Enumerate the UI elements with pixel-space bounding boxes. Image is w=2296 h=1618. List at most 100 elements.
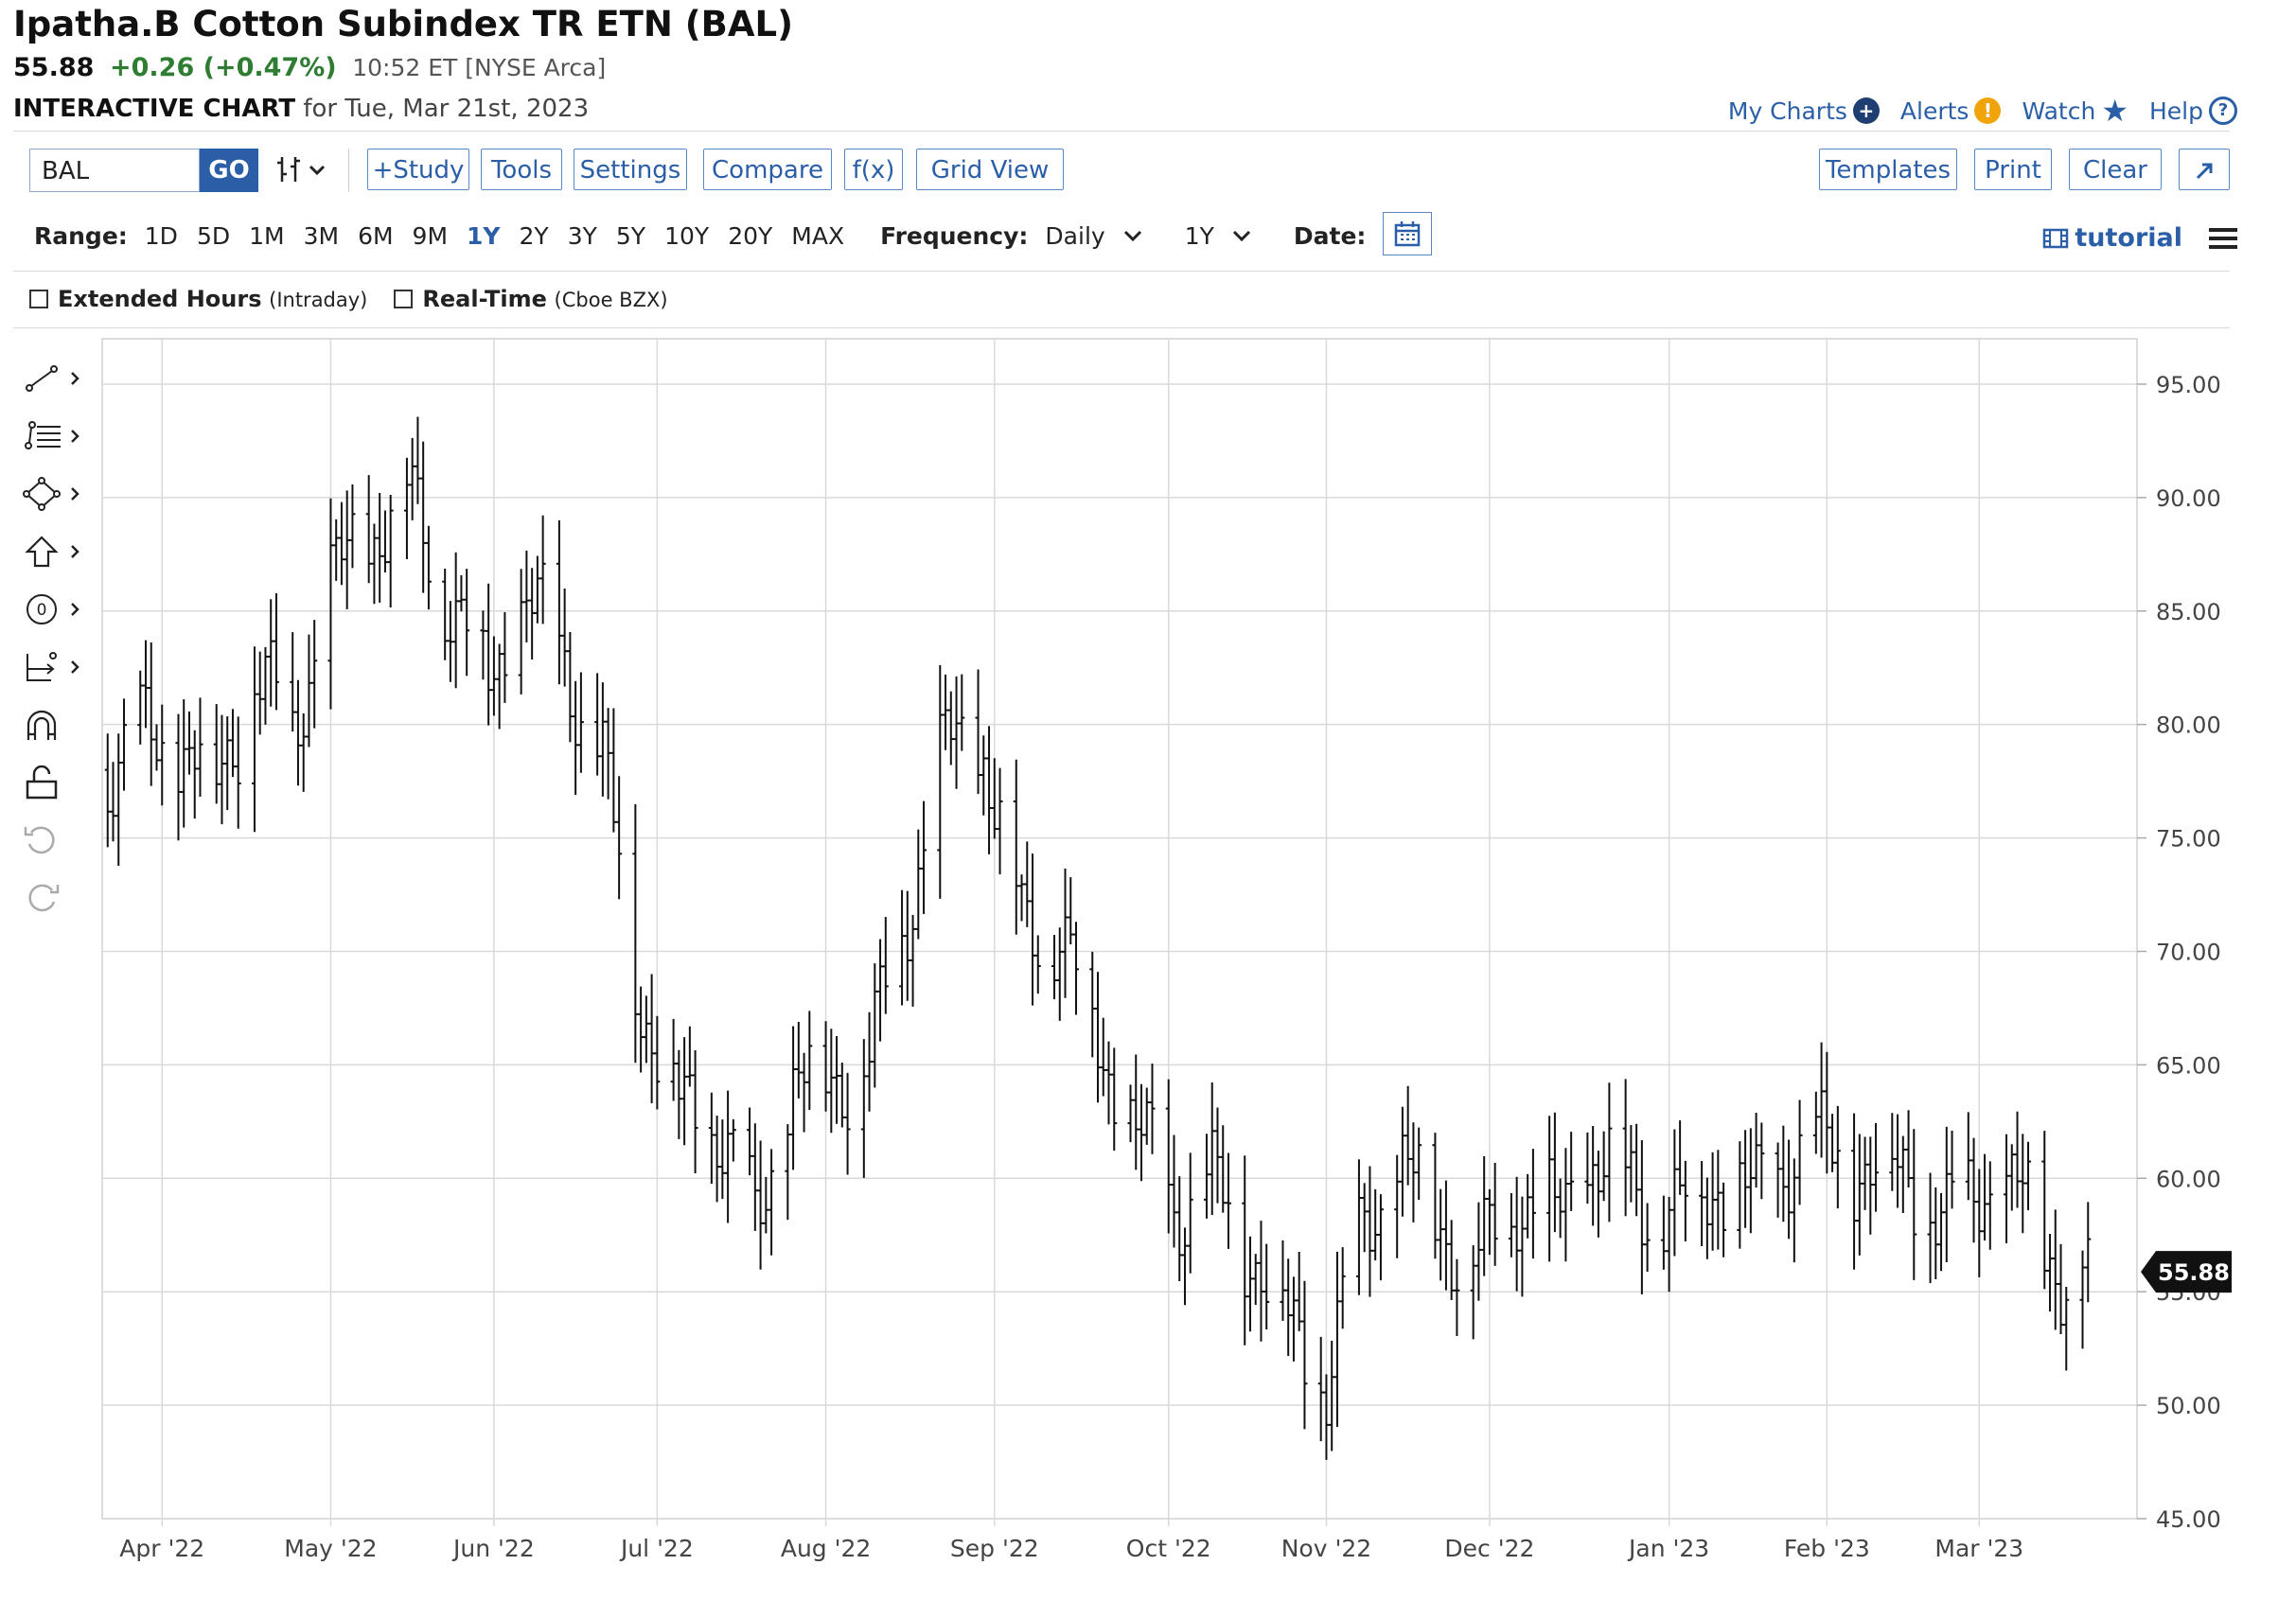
print-button[interactable]: Print <box>1974 149 2052 190</box>
magnet-button[interactable] <box>23 706 79 744</box>
range-5d[interactable]: 5D <box>196 221 231 250</box>
range-1m[interactable]: 1M <box>249 221 285 250</box>
film-icon <box>2043 228 2069 248</box>
svg-text:0: 0 <box>37 601 47 620</box>
ohlc-bar <box>1181 1227 1188 1306</box>
bar-type-selector[interactable] <box>274 153 331 189</box>
ohlc-bar <box>567 631 574 743</box>
alerts-label: Alerts <box>1899 97 1969 125</box>
extended-hours-label: Extended Hours <box>58 286 262 312</box>
ohlc-bar <box>828 1029 835 1134</box>
range-9m[interactable]: 9M <box>412 221 449 250</box>
line-tool-button[interactable] <box>23 360 79 397</box>
ohlc-bar <box>1557 1178 1563 1239</box>
ohlc-bar <box>480 610 486 680</box>
clear-button[interactable]: Clear <box>2069 149 2162 190</box>
go-button[interactable]: GO <box>200 149 258 192</box>
ohlc-bar <box>573 680 579 796</box>
lock-button[interactable] <box>23 764 79 801</box>
ohlc-bar <box>577 672 584 773</box>
my-charts-link[interactable]: My Charts + <box>1728 97 1880 125</box>
range-bar: Range: 1D 5D 1M 3M 6M 9M 1Y 2Y 3Y 5Y 10Y 20Y MAX Fre… <box>34 212 1433 255</box>
ohlc-bar <box>599 682 606 797</box>
range-max[interactable]: MAX <box>791 221 845 250</box>
ohlc-bar <box>610 708 617 833</box>
settings-button[interactable]: Settings <box>574 149 687 190</box>
grid-view-button[interactable]: Grid View <box>916 149 1064 190</box>
ohlc-bar <box>1606 1082 1613 1222</box>
annotation-tool-button[interactable]: 0 <box>23 590 79 628</box>
ohlc-bar <box>1671 1129 1678 1257</box>
ohlc-bar <box>1068 877 1074 945</box>
range-3y[interactable]: 3Y <box>567 221 597 250</box>
ohlc-bar <box>556 519 562 685</box>
ohlc-bar <box>953 676 960 789</box>
shape-tool-button[interactable] <box>23 475 79 513</box>
ohlc-bar <box>643 995 649 1064</box>
ohlc-bar <box>921 800 927 915</box>
ohlc-bar <box>1644 1203 1651 1272</box>
tools-button[interactable]: Tools <box>481 149 562 190</box>
price-chart[interactable]: 45.0050.0055.0060.0065.0070.0075.0080.00… <box>0 331 2296 1618</box>
templates-button[interactable]: Templates <box>1819 149 1957 190</box>
expand-button[interactable] <box>2179 149 2230 190</box>
ohlc-bar <box>605 708 611 800</box>
range-3m[interactable]: 3M <box>303 221 340 250</box>
tutorial-link[interactable]: tutorial <box>2042 223 2182 253</box>
ohlc-bar <box>1438 1188 1444 1281</box>
range-1d[interactable]: 1D <box>144 221 178 250</box>
ohlc-bar <box>1296 1252 1302 1331</box>
ohlc-bar <box>947 691 954 765</box>
fibonacci-tool-button[interactable] <box>23 417 79 455</box>
ohlc-bar <box>692 1049 698 1173</box>
range-10y[interactable]: 10Y <box>664 221 710 250</box>
ohlc-bar-icon <box>277 157 326 182</box>
alerts-link[interactable]: Alerts! <box>1900 97 2002 125</box>
ohlc-bar <box>1834 1105 1841 1209</box>
ohlc-bar <box>2085 1202 2092 1303</box>
ohlc-bar <box>1568 1132 1575 1211</box>
compare-button[interactable]: Compare <box>703 149 832 190</box>
realtime-checkbox[interactable]: Real-Time (Cboe BZX) <box>394 286 668 312</box>
range-6m[interactable]: 6M <box>358 221 394 250</box>
ohlc-bar <box>1699 1160 1705 1247</box>
date-picker-button[interactable] <box>1383 212 1433 255</box>
ohlc-bar <box>1873 1122 1880 1212</box>
redo-button[interactable] <box>23 879 79 917</box>
range-5y[interactable]: 5Y <box>615 221 646 250</box>
fx-button[interactable]: f(x) <box>844 149 903 190</box>
help-link[interactable]: Help? <box>2149 97 2237 125</box>
range-20y[interactable]: 20Y <box>728 221 773 250</box>
ohlc-bar <box>1056 927 1063 1021</box>
frequency-select[interactable]: Daily <box>1045 222 1142 250</box>
ohlc-bar <box>2020 1134 2026 1234</box>
hamburger-line <box>2209 245 2237 249</box>
watch-link[interactable]: Watch ★ <box>2022 93 2128 129</box>
ohlc-bar <box>458 574 465 612</box>
symbol-input[interactable]: BAL <box>29 149 200 192</box>
ohlc-bar <box>1899 1135 1906 1214</box>
measure-tool-button[interactable] <box>23 648 79 686</box>
divider <box>13 327 2230 328</box>
ohlc-bar <box>442 569 449 660</box>
ohlc-bar <box>943 674 949 750</box>
hamburger-line <box>2209 228 2237 232</box>
range-2y[interactable]: 2Y <box>519 221 549 250</box>
arrow-tool-button[interactable] <box>23 533 79 571</box>
range-1y[interactable]: 1Y <box>467 221 501 250</box>
toolbar-separator <box>348 149 349 192</box>
period-select[interactable]: 1Y <box>1185 222 1252 250</box>
ohlc-bar <box>175 713 182 841</box>
ohlc-bar <box>539 515 546 624</box>
ohlc-bar <box>191 730 198 819</box>
divider <box>13 271 2230 272</box>
extended-hours-checkbox[interactable]: Extended Hours (Intraday) <box>29 286 367 312</box>
undo-button[interactable] <box>23 821 79 859</box>
ohlc-bar <box>654 1015 661 1110</box>
study-button[interactable]: +Study <box>367 149 469 190</box>
ohlc-bar <box>142 640 149 729</box>
menu-button[interactable] <box>2209 223 2237 254</box>
ohlc-bar <box>420 441 427 593</box>
ohlc-bar <box>1525 1173 1531 1239</box>
ohlc-bar <box>1824 1051 1830 1174</box>
